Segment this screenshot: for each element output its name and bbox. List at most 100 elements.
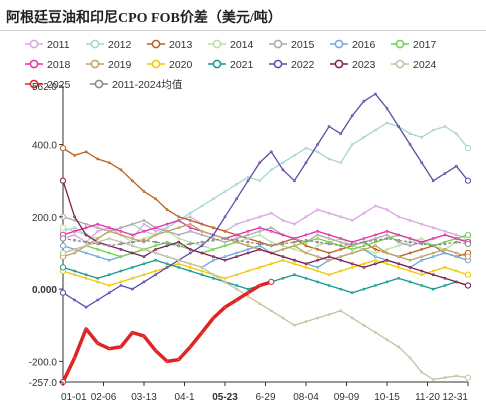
point-2021-28 — [385, 280, 389, 284]
legend-item-2022[interactable]: 2022 — [269, 59, 315, 71]
point-2023-30 — [408, 266, 412, 269]
point-2011-2024-32 — [431, 244, 435, 248]
legend-item-2015[interactable]: 2015 — [269, 39, 315, 51]
legend-swatch-marker — [212, 59, 222, 69]
point-2021-13 — [212, 276, 215, 280]
point-2022-4 — [107, 291, 111, 295]
point-2013-23 — [327, 251, 331, 255]
point-2022-20 — [293, 179, 296, 183]
point-2013-8 — [154, 197, 158, 201]
point-2022-6 — [131, 287, 134, 291]
point-2023-19 — [281, 255, 285, 259]
point-2020-34 — [455, 269, 458, 273]
legend-item-2013[interactable]: 2013 — [147, 39, 193, 51]
point-2016-16 — [246, 248, 250, 251]
point-2018-20 — [293, 237, 296, 240]
point-2020-32 — [431, 269, 435, 273]
point-2019-21 — [304, 251, 308, 255]
point-2024-26 — [362, 323, 366, 327]
point-2012-30 — [408, 132, 412, 136]
legend-item-2023[interactable]: 2023 — [330, 59, 376, 71]
legend-item-2019[interactable]: 2019 — [86, 59, 132, 71]
point-2011-2024-10 — [177, 244, 181, 248]
point-2011-34 — [455, 233, 458, 237]
point-2022-11 — [188, 251, 192, 255]
point-2020-26 — [362, 262, 366, 266]
point-2023-16 — [246, 251, 250, 255]
point-2025-11 — [188, 345, 192, 349]
point-2020-8 — [154, 269, 158, 273]
point-2012-9 — [165, 226, 169, 230]
point-2020-30 — [408, 269, 412, 273]
legend-item-2018[interactable]: 2018 — [25, 59, 71, 71]
point-2019-5 — [119, 233, 123, 237]
point-2024-29 — [397, 345, 401, 349]
legend-label: 2018 — [47, 59, 71, 71]
point-2023-15 — [235, 255, 239, 259]
legend-swatch-marker — [29, 59, 39, 69]
legend-label: 2025 — [47, 79, 71, 91]
legend-item-2021[interactable]: 2021 — [208, 59, 254, 71]
legend-label: 2016 — [352, 39, 376, 51]
series-2012 — [59, 121, 472, 240]
point-2011-33 — [443, 229, 447, 233]
point-2018-21 — [304, 233, 308, 237]
point-2017-3 — [96, 248, 100, 251]
legend-item-2012[interactable]: 2012 — [86, 39, 132, 51]
point-2011-2024-23 — [327, 242, 331, 246]
point-2022-12 — [200, 244, 204, 248]
point-2019-22 — [316, 255, 320, 259]
legend-item-2025[interactable]: 2025 — [25, 79, 71, 91]
point-2012-12 — [200, 204, 204, 208]
point-2016-27 — [374, 255, 377, 259]
point-2015-22 — [316, 233, 320, 237]
legend-item-2014[interactable]: 2014 — [208, 39, 254, 51]
series-2011 — [59, 204, 472, 244]
legend-item-2011-2024[interactable]: 2011-2024均值 — [90, 78, 183, 91]
point-2022-25 — [350, 114, 354, 117]
point-2018-34 — [455, 237, 458, 240]
legend-item-2024[interactable]: 2024 — [391, 59, 437, 71]
point-2011-32 — [431, 226, 435, 230]
point-2024-35 — [464, 374, 472, 381]
point-2011-2024-27 — [374, 238, 377, 242]
point-2011-25 — [350, 219, 354, 222]
point-2013-14 — [223, 229, 227, 233]
point-2019-20 — [293, 244, 296, 248]
point-2015-16 — [246, 233, 250, 237]
point-2020-2 — [84, 276, 88, 280]
point-2022-34 — [455, 164, 458, 168]
legend-item-2020[interactable]: 2020 — [147, 59, 193, 71]
point-2018-11 — [188, 226, 192, 230]
point-2022-33 — [443, 172, 447, 175]
legend-item-2016[interactable]: 2016 — [330, 39, 376, 51]
point-2016-32 — [431, 255, 435, 259]
point-2021-27 — [374, 284, 377, 287]
series-line-2016 — [62, 245, 469, 269]
point-2011-2024-13 — [212, 238, 215, 242]
point-2011-18 — [269, 211, 273, 215]
point-2025-15 — [235, 298, 239, 302]
series-2025 — [59, 278, 275, 386]
point-2017-13 — [212, 248, 215, 251]
point-2021-5 — [119, 269, 123, 273]
point-2016-34 — [455, 255, 458, 259]
legend-label: 2019 — [108, 59, 132, 71]
point-2014-20 — [293, 248, 296, 251]
point-2019-10 — [177, 226, 181, 230]
legend-item-2017[interactable]: 2017 — [391, 39, 437, 51]
point-2020-1 — [73, 273, 76, 277]
point-2022-14 — [223, 215, 227, 219]
point-2013-27 — [374, 248, 377, 251]
point-2011-2024-30 — [408, 240, 412, 244]
point-2022-15 — [235, 197, 239, 201]
point-2017-5 — [119, 255, 123, 259]
point-2025-2 — [84, 327, 88, 331]
point-2022-7 — [142, 280, 146, 284]
point-2011-16 — [246, 219, 250, 222]
legend-item-2011[interactable]: 2011 — [25, 39, 70, 51]
x-tick-label-highlight: 05-23 — [212, 392, 238, 403]
point-2015-17 — [258, 229, 262, 233]
legend-label: 2013 — [169, 39, 193, 51]
point-2019-4 — [107, 229, 111, 233]
